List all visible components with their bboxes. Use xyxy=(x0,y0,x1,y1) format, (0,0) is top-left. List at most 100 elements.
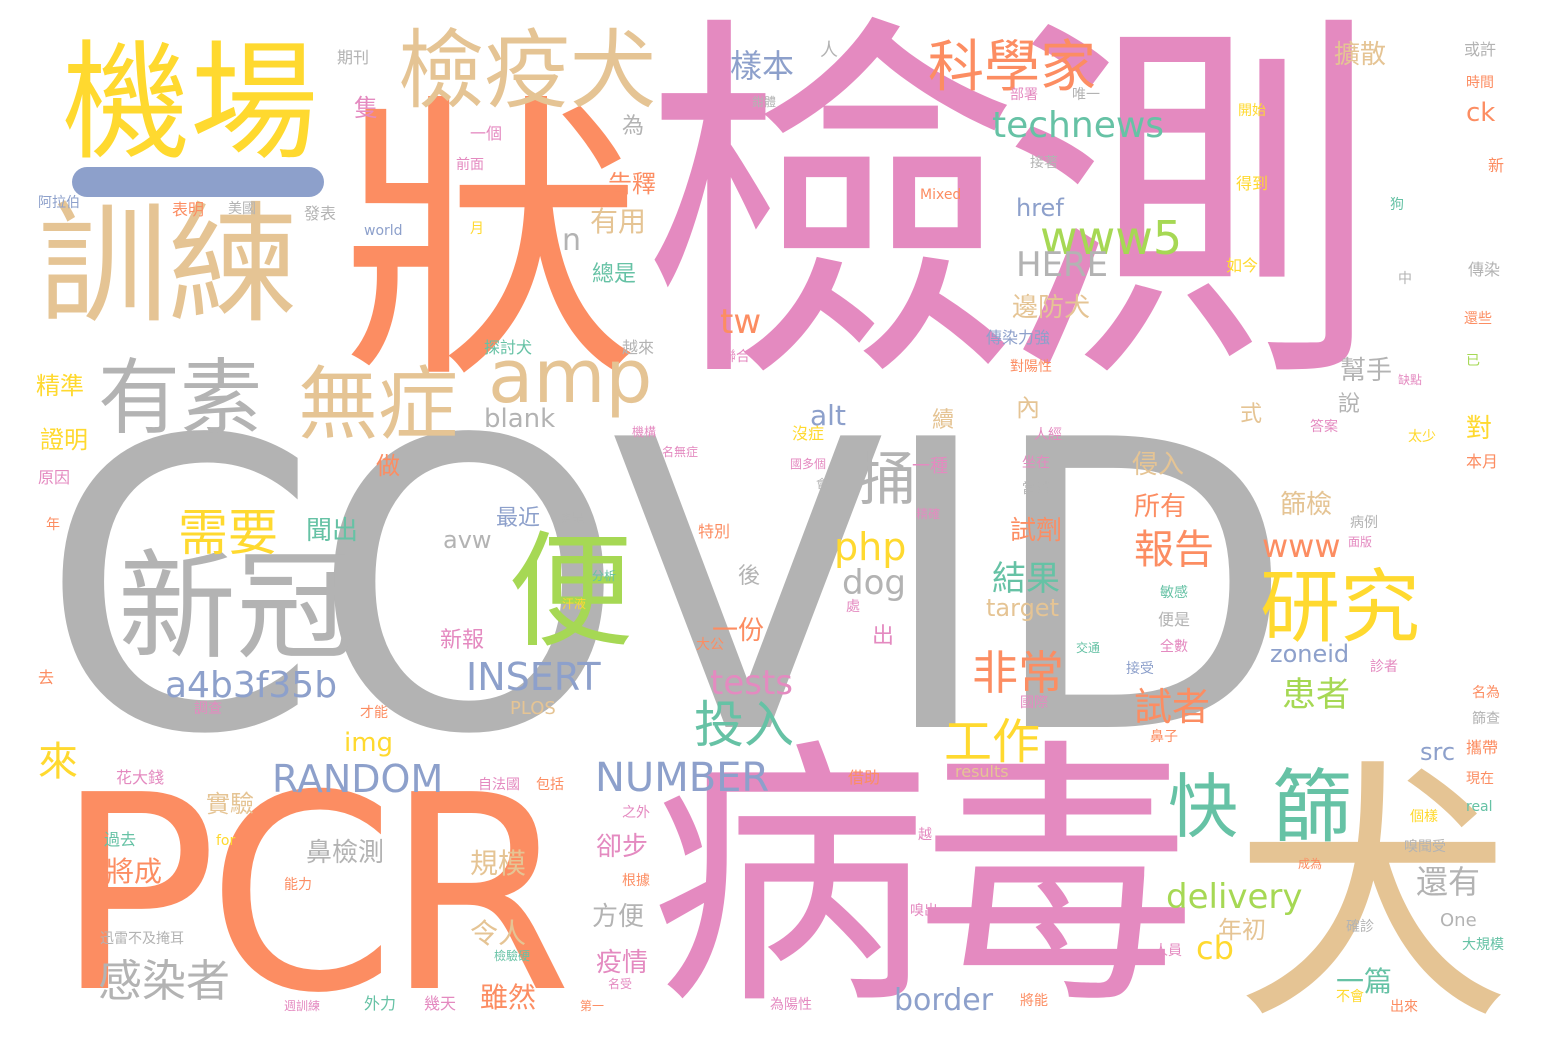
word: 試劑 xyxy=(1010,516,1063,546)
word: 新冠 xyxy=(118,538,355,676)
word: 精確 xyxy=(916,507,941,521)
word: 研究 xyxy=(1260,561,1420,654)
word: RANDOM xyxy=(272,757,444,801)
word: 捅 xyxy=(858,445,917,513)
word: technews xyxy=(992,105,1165,146)
word: 嗅聞受 xyxy=(1404,839,1446,855)
word: 自法國 xyxy=(478,777,520,793)
word: 汗液 xyxy=(562,597,587,611)
word: Mixed xyxy=(920,187,962,203)
word: 將能 xyxy=(1020,993,1048,1009)
word: 本月 xyxy=(1466,452,1499,471)
word: 一種 xyxy=(912,456,948,477)
word: 精準 xyxy=(36,372,84,400)
word: 才能 xyxy=(360,705,388,721)
word: 名無症 xyxy=(662,445,699,459)
word: avw xyxy=(443,526,492,554)
word: 診者 xyxy=(1370,659,1398,675)
word: 週訓練 xyxy=(284,999,321,1013)
word: 一篇 xyxy=(1336,965,1393,998)
word: 還有 xyxy=(1416,863,1481,901)
word: 幫手 xyxy=(1340,356,1393,386)
word: 缺點 xyxy=(1398,373,1423,387)
word: 將成 xyxy=(106,855,163,888)
word: 或許 xyxy=(1464,40,1497,59)
word: PLOS xyxy=(510,698,556,719)
word: alt xyxy=(810,399,846,432)
word: 不會 xyxy=(1336,989,1364,1005)
word: 訓練 xyxy=(38,189,299,341)
word: 令人 xyxy=(470,917,527,950)
word: 包括 xyxy=(536,777,564,793)
word: 花大錢 xyxy=(116,768,165,787)
word: 會 xyxy=(816,477,829,491)
word: 人經 xyxy=(1034,427,1062,443)
word: 過去 xyxy=(104,830,137,849)
word: 篩 xyxy=(1272,761,1352,854)
word: 聞出 xyxy=(306,516,359,546)
word: php xyxy=(834,525,907,569)
word: 實驗 xyxy=(206,790,254,818)
word: 表明 xyxy=(172,200,205,219)
word: 美國 xyxy=(228,201,256,217)
word: INSERT xyxy=(466,655,601,699)
word: 犬 xyxy=(1235,737,1510,1052)
word: 鼻檢測 xyxy=(306,838,385,868)
word: 名為 xyxy=(1472,685,1500,701)
word: 唯一 xyxy=(1072,87,1100,103)
word: img xyxy=(344,728,394,758)
word: 病毒 xyxy=(650,717,1196,1043)
word: n xyxy=(562,223,582,258)
word: 篩查 xyxy=(1472,711,1500,727)
word: 結果 xyxy=(992,559,1060,599)
word: 有用 xyxy=(590,205,647,238)
word: 快 xyxy=(1168,766,1238,848)
word: 期刊 xyxy=(337,48,370,67)
word: zoneid xyxy=(1270,640,1350,668)
word: 來 xyxy=(38,739,78,785)
word: 還些 xyxy=(1464,311,1492,327)
word: 隻 xyxy=(354,94,378,122)
word: 試者 xyxy=(1134,685,1211,729)
word: 月 xyxy=(470,221,484,237)
word: One xyxy=(1440,910,1477,931)
word: blank xyxy=(484,404,556,434)
word: 接著 xyxy=(1030,155,1058,171)
word: ck xyxy=(1466,98,1496,128)
word: dog xyxy=(842,563,906,603)
word: 成為 xyxy=(1298,857,1323,871)
word: 出來 xyxy=(1390,999,1418,1015)
word: 檢疫犬 xyxy=(398,21,656,121)
word: 交通 xyxy=(1076,641,1101,655)
word: 前面 xyxy=(456,157,484,173)
word: 便 xyxy=(508,520,633,665)
word: a4b3f35b xyxy=(165,665,338,706)
word: 說 xyxy=(1338,392,1361,417)
word: href xyxy=(1016,194,1064,222)
word: 嗅出 xyxy=(910,903,938,919)
word: 樣本 xyxy=(730,47,795,85)
word: 告釋 xyxy=(608,170,656,198)
word: 年 xyxy=(46,517,60,533)
word: 病例 xyxy=(1350,515,1378,531)
word: 新報 xyxy=(440,628,485,653)
word: 坐在 xyxy=(1022,455,1050,471)
word: real xyxy=(1466,799,1493,815)
word: 確診 xyxy=(1346,919,1374,935)
word: 邊防犬 xyxy=(1012,293,1091,323)
word: 內 xyxy=(1016,394,1040,422)
word: 為陽性 xyxy=(770,997,812,1013)
word: 卻步 xyxy=(596,832,649,862)
word: results xyxy=(955,762,1009,781)
word: 太少 xyxy=(1408,429,1436,445)
word: 大規模 xyxy=(1462,937,1504,953)
word: COVID xyxy=(40,357,1295,822)
word: 原因 xyxy=(38,468,71,487)
word: 工作 xyxy=(944,714,1041,770)
word: 檢驗硬 xyxy=(494,949,531,963)
word: 鼻子 xyxy=(1150,729,1178,745)
word: 總是 xyxy=(592,262,637,287)
word: 接受 xyxy=(1126,661,1154,677)
word: 非常 xyxy=(972,646,1064,700)
